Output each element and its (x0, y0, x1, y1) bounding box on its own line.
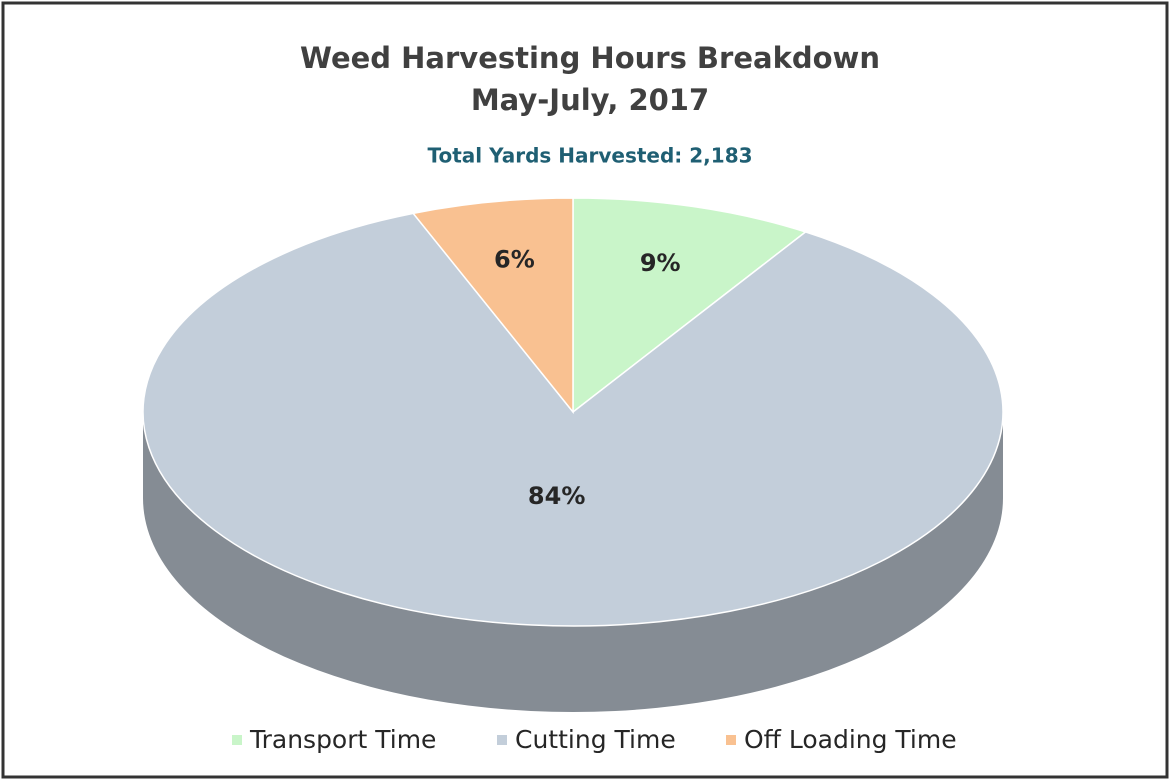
legend-label: Off Loading Time (744, 725, 957, 754)
pie-slice (572, 197, 808, 414)
chart-subtitle: Total Yards Harvested: 2,183 (427, 144, 752, 168)
pie-slice (142, 212, 1004, 627)
chart-title: Weed Harvesting Hours Breakdown (300, 41, 880, 75)
pie-side (143, 412, 1003, 712)
legend-swatch (497, 735, 507, 745)
legend-label: Cutting Time (515, 725, 676, 754)
pie-slice (411, 197, 574, 415)
legend-swatch (726, 735, 736, 745)
data-label: 84% (528, 482, 585, 510)
data-label: 9% (640, 249, 681, 277)
chart-title: May-July, 2017 (471, 83, 709, 117)
data-label: 6% (494, 246, 535, 274)
legend-swatch (232, 735, 242, 745)
legend-label: Transport Time (249, 725, 436, 754)
